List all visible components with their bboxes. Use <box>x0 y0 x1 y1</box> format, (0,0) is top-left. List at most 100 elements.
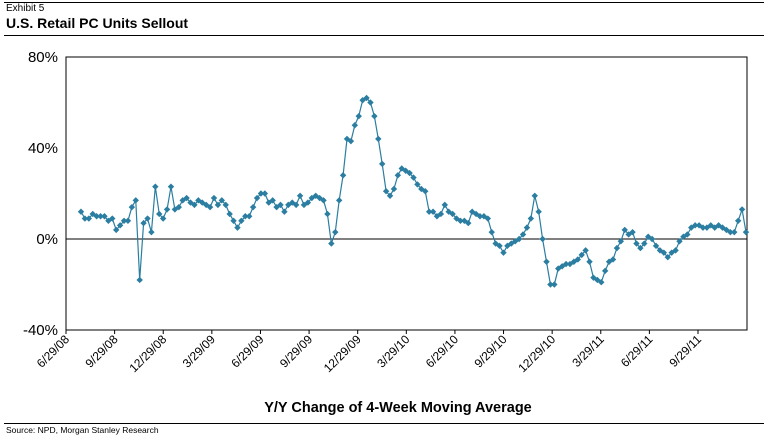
data-point <box>531 192 538 199</box>
x-tick-label: 9/29/11 <box>667 332 705 370</box>
data-point <box>414 181 421 188</box>
data-point <box>81 215 89 222</box>
data-point <box>449 210 456 218</box>
x-tick-label: 9/29/08 <box>83 332 121 370</box>
data-point <box>320 197 327 204</box>
data-point <box>140 219 147 227</box>
data-point <box>425 208 433 215</box>
data-point <box>226 210 233 218</box>
title-rule <box>4 35 764 36</box>
data-point <box>688 224 695 231</box>
data-point <box>500 249 507 256</box>
data-point <box>93 213 100 220</box>
data-point <box>109 215 116 222</box>
data-point <box>672 247 679 254</box>
data-point <box>598 279 605 286</box>
data-point <box>441 201 448 209</box>
data-point <box>515 235 523 243</box>
x-tick-label: 12/29/10 <box>515 332 558 375</box>
x-tick-label: 6/29/11 <box>618 332 656 370</box>
data-point <box>328 240 335 247</box>
data-point <box>476 213 484 220</box>
data-point <box>218 197 226 204</box>
data-point <box>429 208 437 215</box>
data-point <box>668 249 675 256</box>
y-tick-label: 40% <box>28 140 58 157</box>
data-point <box>738 206 746 213</box>
data-point <box>648 235 656 243</box>
series-markers <box>77 94 750 288</box>
data-point <box>555 265 562 272</box>
data-point <box>645 233 652 240</box>
data-point <box>609 256 617 263</box>
x-tick-label: 6/29/09 <box>228 332 266 370</box>
data-point <box>249 203 257 211</box>
top-rule <box>4 2 764 3</box>
data-point <box>691 222 699 229</box>
data-point <box>300 201 308 209</box>
data-point <box>734 217 742 224</box>
data-point <box>281 208 288 215</box>
data-point <box>539 235 546 243</box>
data-point <box>496 242 503 250</box>
data-point <box>562 260 570 268</box>
data-point <box>382 188 390 195</box>
data-point <box>578 251 585 259</box>
data-point <box>159 215 167 222</box>
data-point <box>253 194 261 202</box>
data-point <box>629 228 636 236</box>
data-point <box>742 228 750 236</box>
data-point <box>652 242 660 250</box>
data-point <box>210 194 218 202</box>
data-point <box>547 281 554 288</box>
data-point <box>156 210 163 218</box>
data-point <box>523 224 531 231</box>
y-tick-label: 80% <box>28 49 58 66</box>
data-point <box>351 122 359 129</box>
data-point <box>437 210 445 218</box>
data-point <box>148 228 155 236</box>
y-axis: -40% 0% 40% 80% <box>23 49 58 339</box>
data-point <box>144 215 151 222</box>
data-point <box>242 213 249 220</box>
data-point <box>465 219 472 227</box>
data-point <box>621 226 628 234</box>
data-point <box>355 112 362 120</box>
data-point <box>664 254 671 261</box>
data-point <box>347 137 355 145</box>
data-point <box>508 240 515 247</box>
data-point <box>238 217 245 224</box>
x-tick-label: 9/29/09 <box>277 332 315 370</box>
data-point <box>152 183 159 190</box>
data-point <box>410 174 417 181</box>
data-point <box>617 238 625 245</box>
data-point <box>551 281 558 288</box>
data-point <box>558 263 566 270</box>
data-point <box>637 244 644 252</box>
data-point <box>261 190 269 197</box>
x-tick-label: 3/29/09 <box>180 332 218 370</box>
data-point <box>488 228 495 236</box>
data-point <box>191 201 198 209</box>
data-point <box>163 206 171 213</box>
data-point <box>680 233 687 240</box>
data-point <box>707 222 714 229</box>
data-point <box>433 213 441 220</box>
data-point <box>731 228 738 236</box>
data-point <box>136 276 143 284</box>
x-tick-label: 3/29/11 <box>569 332 607 370</box>
data-point <box>332 228 339 236</box>
data-point <box>124 217 132 224</box>
data-point <box>101 213 108 220</box>
data-point <box>519 231 527 238</box>
y-tick-label: 0% <box>36 231 58 248</box>
data-point <box>582 247 589 254</box>
data-point <box>535 208 542 215</box>
data-point <box>367 99 374 106</box>
data-point <box>339 172 347 179</box>
data-point <box>601 267 609 275</box>
data-point <box>711 224 718 231</box>
data-point <box>206 203 214 211</box>
data-point <box>543 258 550 265</box>
